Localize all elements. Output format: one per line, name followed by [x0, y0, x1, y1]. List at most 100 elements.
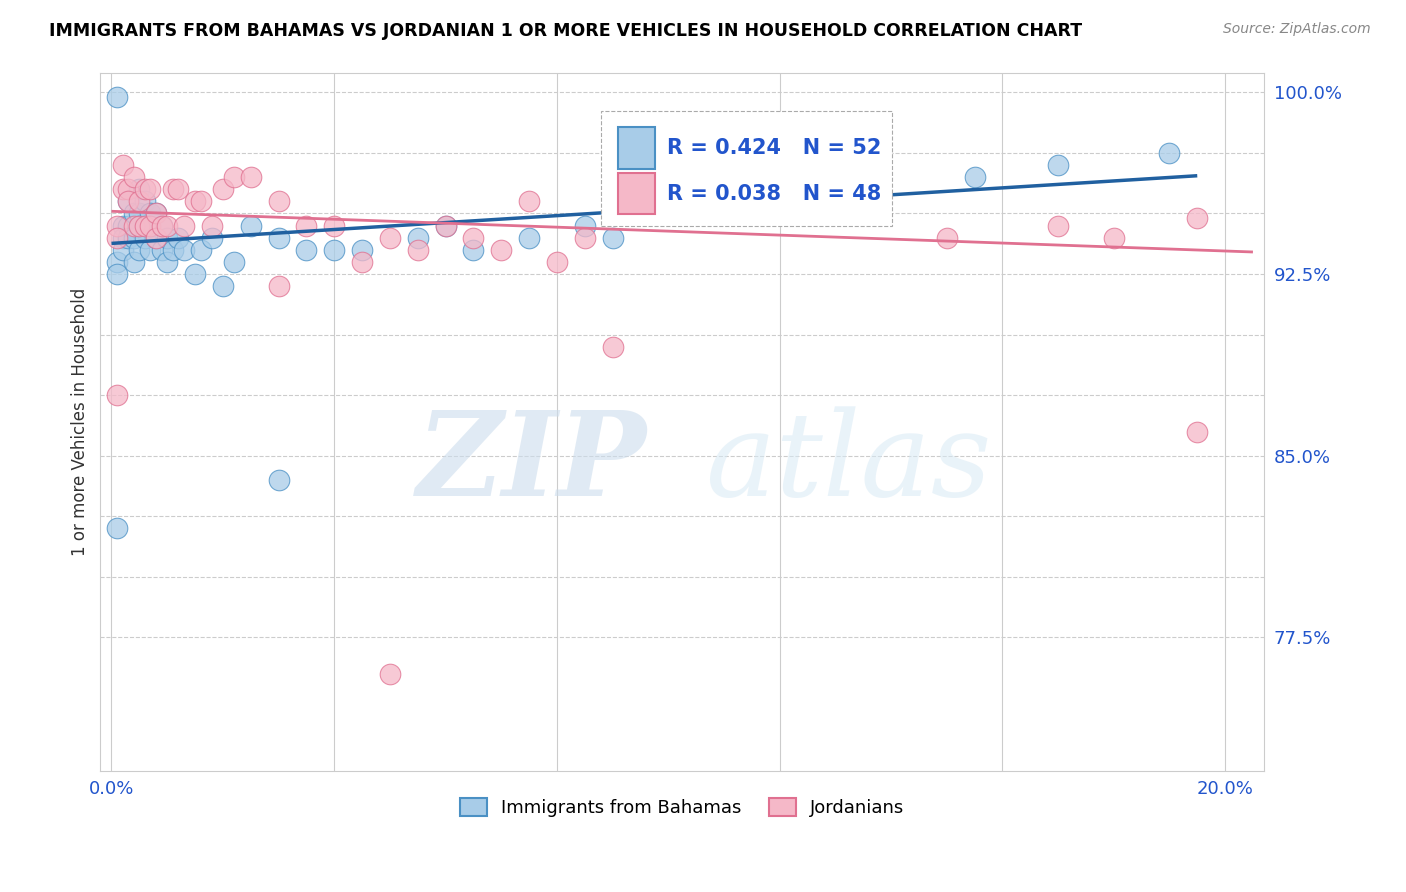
Point — [162, 182, 184, 196]
Point — [630, 206, 652, 220]
Point — [267, 473, 290, 487]
Point — [323, 243, 346, 257]
Point — [173, 219, 195, 233]
Point — [184, 267, 207, 281]
Point — [122, 230, 145, 244]
Point — [134, 230, 156, 244]
Point — [128, 219, 150, 233]
Point — [167, 182, 190, 196]
Point — [134, 182, 156, 196]
Point — [239, 170, 262, 185]
Point — [1187, 211, 1209, 226]
Point — [713, 194, 735, 209]
FancyBboxPatch shape — [619, 173, 655, 214]
Point — [963, 170, 986, 185]
Text: ZIP: ZIP — [418, 406, 647, 521]
Point — [491, 243, 513, 257]
Point — [128, 182, 150, 196]
Point — [117, 194, 139, 209]
Point — [145, 230, 167, 244]
Point — [517, 230, 540, 244]
Point — [574, 230, 596, 244]
Point — [105, 388, 128, 402]
Point — [630, 206, 652, 220]
Point — [128, 243, 150, 257]
Point — [139, 243, 162, 257]
Point — [150, 219, 173, 233]
Point — [211, 182, 233, 196]
Point — [824, 206, 846, 220]
Point — [139, 182, 162, 196]
Point — [378, 230, 401, 244]
Point — [145, 206, 167, 220]
Text: atlas: atlas — [706, 407, 991, 521]
Point — [139, 219, 162, 233]
Point — [201, 230, 224, 244]
Point — [128, 206, 150, 220]
Point — [406, 243, 429, 257]
Point — [267, 279, 290, 293]
Point — [295, 219, 318, 233]
Point — [111, 158, 134, 172]
Point — [117, 219, 139, 233]
Point — [1047, 219, 1070, 233]
Point — [111, 219, 134, 233]
Point — [352, 243, 374, 257]
Point — [134, 194, 156, 209]
Point — [190, 243, 212, 257]
Point — [574, 219, 596, 233]
Point — [546, 255, 568, 269]
Point — [824, 182, 846, 196]
Point — [122, 206, 145, 220]
Point — [434, 219, 457, 233]
Point — [602, 230, 624, 244]
Point — [122, 170, 145, 185]
Point — [1187, 425, 1209, 439]
Point — [162, 243, 184, 257]
Point — [105, 219, 128, 233]
Point — [111, 230, 134, 244]
Point — [173, 243, 195, 257]
Text: R = 0.038   N = 48: R = 0.038 N = 48 — [666, 184, 882, 203]
Point — [128, 219, 150, 233]
Point — [122, 219, 145, 233]
Point — [139, 219, 162, 233]
Point — [184, 194, 207, 209]
Point — [105, 230, 128, 244]
Point — [517, 194, 540, 209]
Point — [190, 194, 212, 209]
Text: IMMIGRANTS FROM BAHAMAS VS JORDANIAN 1 OR MORE VEHICLES IN HOUSEHOLD CORRELATION: IMMIGRANTS FROM BAHAMAS VS JORDANIAN 1 O… — [49, 22, 1083, 40]
Point — [150, 219, 173, 233]
Point — [434, 219, 457, 233]
Point — [111, 182, 134, 196]
Point — [156, 219, 179, 233]
Point — [323, 219, 346, 233]
Point — [713, 206, 735, 220]
Point — [463, 243, 485, 257]
Point — [105, 521, 128, 535]
Point — [117, 182, 139, 196]
Point — [352, 255, 374, 269]
Point — [463, 230, 485, 244]
Point — [167, 230, 190, 244]
Point — [122, 255, 145, 269]
Point — [1159, 145, 1181, 160]
Point — [117, 230, 139, 244]
Point — [222, 170, 245, 185]
Point — [139, 206, 162, 220]
Y-axis label: 1 or more Vehicles in Household: 1 or more Vehicles in Household — [72, 288, 89, 556]
Point — [134, 219, 156, 233]
Point — [134, 219, 156, 233]
FancyBboxPatch shape — [619, 128, 655, 169]
Point — [267, 230, 290, 244]
Point — [211, 279, 233, 293]
Point — [222, 255, 245, 269]
Point — [150, 243, 173, 257]
Point — [117, 194, 139, 209]
Point — [378, 666, 401, 681]
Point — [267, 194, 290, 209]
Legend: Immigrants from Bahamas, Jordanians: Immigrants from Bahamas, Jordanians — [453, 790, 912, 824]
Point — [406, 230, 429, 244]
Point — [935, 230, 957, 244]
Text: R = 0.424   N = 52: R = 0.424 N = 52 — [666, 138, 882, 159]
